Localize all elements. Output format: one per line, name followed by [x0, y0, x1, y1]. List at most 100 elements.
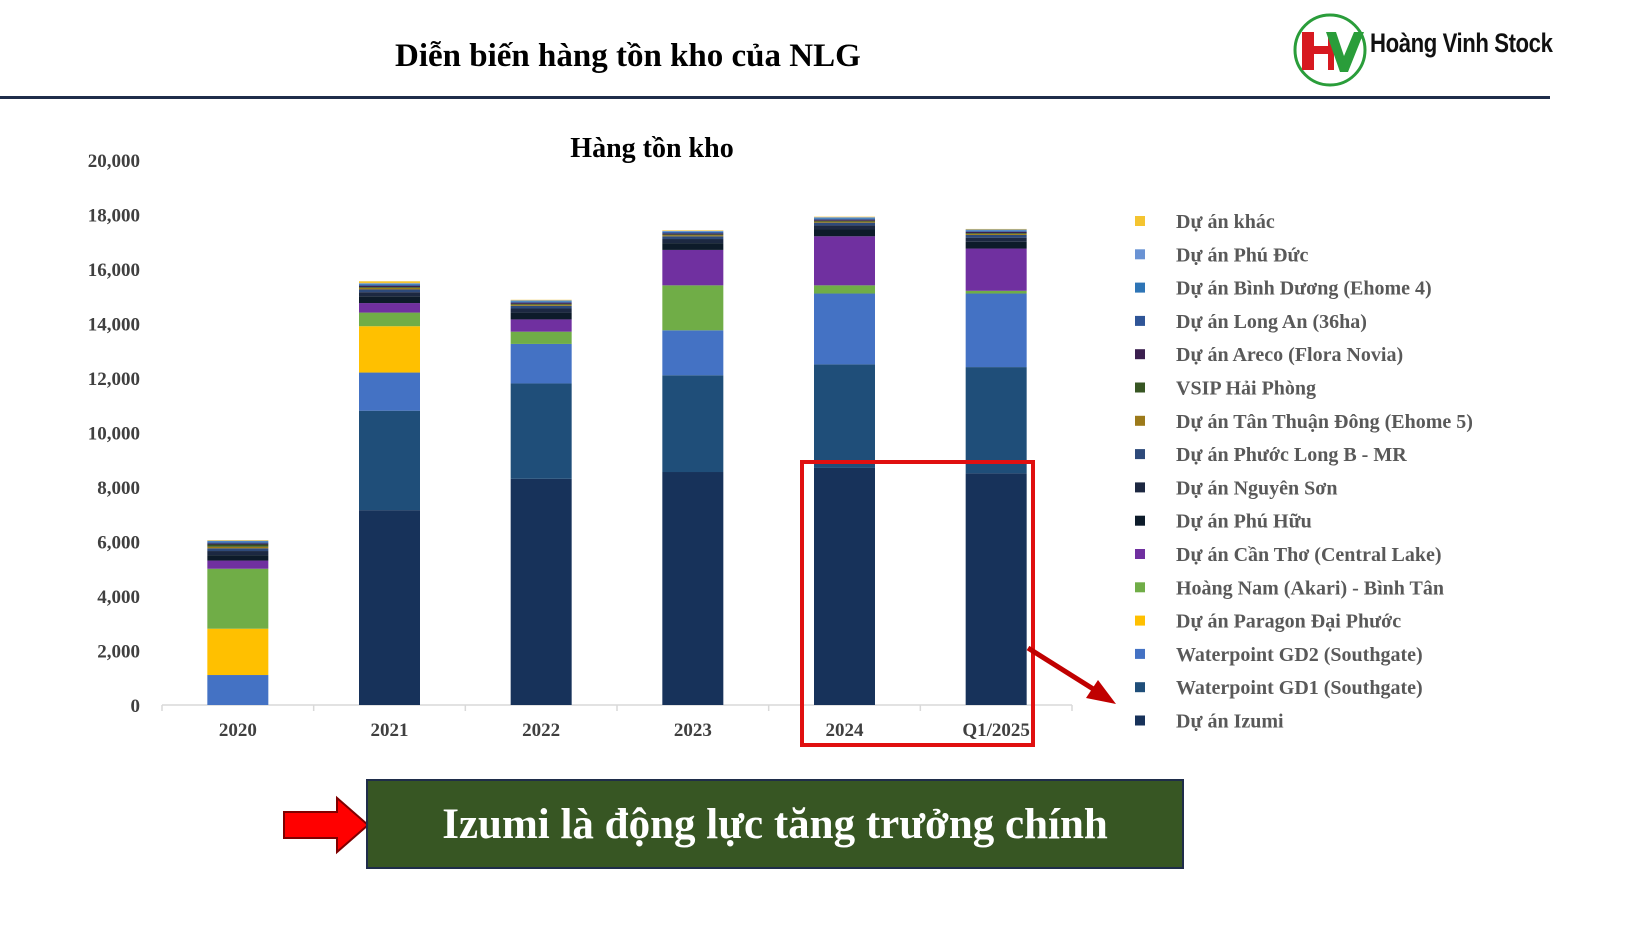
bar-segment	[965, 367, 1027, 474]
bar-segment	[814, 293, 875, 365]
bar-segment	[510, 383, 572, 479]
y-tick-label: 10,000	[88, 424, 140, 445]
bar-segment	[965, 293, 1027, 368]
legend-swatch	[1135, 615, 1145, 626]
legend-label: Dự án Izumi	[1176, 711, 1284, 733]
legend-label: Dự án khác	[1176, 211, 1275, 233]
bar-segment	[814, 218, 875, 220]
bar-segment	[359, 410, 420, 511]
legend-label: Dự án Phú Đức	[1176, 244, 1308, 266]
chart-title: Hàng tồn kho	[570, 133, 733, 164]
bar-segment	[207, 542, 269, 544]
y-tick-label: 4,000	[97, 587, 140, 608]
y-tick-label: 8,000	[97, 478, 140, 499]
page-title: Diễn biến hàng tồn kho của NLG	[395, 38, 861, 74]
bar-segment	[359, 283, 420, 285]
callout-box: Izumi là động lực tăng trưởng chính	[366, 779, 1184, 869]
legend-label: Dự án Phú Hữu	[1176, 511, 1312, 533]
legend-swatch	[1135, 382, 1145, 393]
bar-segment	[965, 241, 1027, 249]
bar-segment	[207, 548, 269, 552]
bar-segment	[662, 375, 724, 473]
bar-segment	[510, 301, 572, 302]
legend-label: Dự án Nguyên Sơn	[1176, 477, 1337, 499]
bar-segment	[359, 303, 420, 313]
inventory-chart: Hàng tồn kho 0 2,000 4,000 6,000 8,000 10,000…	[88, 133, 1473, 741]
bar-segment	[814, 364, 875, 468]
x-tick-label: Q1/2025	[962, 720, 1030, 741]
x-tick-label: 2023	[674, 720, 712, 741]
bar-segment	[510, 303, 572, 305]
x-axis: 2020 2021 2022 2023 2024 Q1/2025	[161, 704, 1073, 741]
bar-segment	[359, 281, 420, 284]
bar-segment	[510, 331, 572, 344]
legend-swatch	[1135, 349, 1145, 360]
bar-segment	[207, 540, 269, 542]
brand-logo	[1293, 13, 1367, 87]
y-tick-label: 20,000	[88, 151, 140, 172]
right-arrow-icon	[283, 795, 370, 855]
legend-swatch	[1135, 315, 1145, 326]
y-tick-label: 6,000	[97, 533, 140, 554]
bar-segment	[965, 248, 1027, 291]
legend-swatch	[1135, 515, 1145, 526]
y-tick-label: 14,000	[88, 315, 140, 336]
y-tick-label: 18,000	[88, 206, 140, 227]
bar-stacks	[207, 216, 1027, 705]
legend-label: Dự án Tân Thuận Đông (Ehome 5)	[1176, 411, 1473, 433]
bar-segment	[662, 249, 724, 286]
bar-segment	[207, 540, 269, 541]
callout-text: Izumi là động lực tăng trưởng chính	[442, 800, 1108, 848]
bar-segment	[662, 236, 724, 240]
bar-segment	[965, 473, 1027, 705]
x-tick-label: 2021	[371, 720, 409, 741]
pointer-arrow-icon	[1026, 645, 1116, 704]
bar-segment	[510, 299, 572, 301]
legend-label: Dự án Bình Dương (Ehome 4)	[1176, 278, 1432, 300]
y-axis: 0 2,000 4,000 6,000 8,000 10,000 12,000 14,000 1…	[88, 151, 140, 717]
bar-segment	[359, 326, 420, 373]
bar-segment	[662, 232, 724, 234]
legend-swatch	[1135, 582, 1145, 593]
x-tick-label: 2020	[219, 720, 257, 741]
bar-segment	[814, 236, 875, 286]
bar-segment	[510, 300, 572, 302]
bar-segment	[359, 372, 420, 411]
legend-label: Waterpoint GD1 (Southgate)	[1176, 677, 1423, 699]
bar-segment	[965, 233, 1027, 235]
bar-segment	[662, 235, 724, 237]
bar-segment	[965, 230, 1027, 232]
bar-segment	[662, 472, 724, 705]
y-tick-label: 12,000	[88, 369, 140, 390]
bar-segment	[207, 546, 269, 549]
bar-segment	[510, 302, 572, 304]
legend-label: Waterpoint GD2 (Southgate)	[1176, 644, 1423, 666]
bar-segment	[359, 284, 420, 286]
bar-segment	[510, 343, 572, 384]
bar-segment	[359, 292, 420, 297]
legend-swatch	[1135, 415, 1145, 426]
bar-segment	[662, 230, 724, 232]
bar-segment	[662, 330, 724, 376]
bar-segment	[965, 237, 1027, 242]
bar-segment	[207, 541, 269, 543]
bar-segment	[207, 544, 269, 547]
bar-segment	[965, 229, 1027, 231]
legend-label: Dự án Areco (Flora Novia)	[1176, 344, 1403, 366]
bar-segment	[207, 675, 269, 705]
legend-swatch	[1135, 682, 1145, 693]
legend-swatch	[1135, 549, 1145, 559]
bar-segment	[359, 287, 420, 290]
legend-label: Hoàng Nam (Akari) - Bình Tân	[1176, 577, 1444, 599]
bar-segment	[662, 234, 724, 236]
legend-label: Dự án Paragon Đại Phước	[1176, 611, 1401, 633]
legend-label: Dự án Cần Thơ (Central Lake)	[1176, 544, 1442, 566]
x-tick-label: 2024	[826, 720, 865, 741]
chart-legend: Dự án khác Dự án Phú Đức Dự án Bình Dương …	[1135, 211, 1473, 733]
legend-swatch	[1135, 648, 1145, 659]
bar-segment	[814, 467, 875, 705]
bar-segment	[510, 305, 572, 309]
legend-swatch	[1135, 715, 1145, 726]
bar-segment	[359, 289, 420, 293]
bar-segment	[965, 231, 1027, 234]
